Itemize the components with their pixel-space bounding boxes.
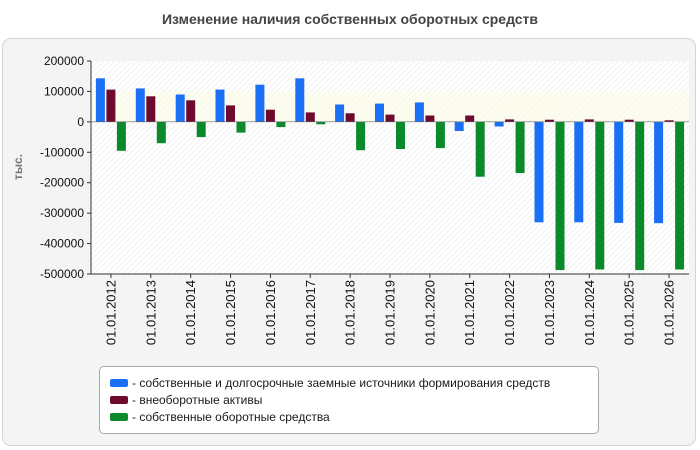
x-tick-label-6: 01.01.2018	[343, 280, 358, 345]
bar-s1-4	[265, 109, 275, 122]
y-tick-label-7: -500000	[40, 267, 84, 281]
x-tick-label-9: 01.01.2021	[462, 280, 477, 345]
bar-s1-6	[345, 113, 355, 122]
bar-s1-13	[624, 119, 634, 122]
bar-s2-8	[435, 121, 445, 149]
bar-s0-6	[335, 104, 345, 122]
y-tick-label-6: -400000	[40, 237, 84, 251]
bar-s2-1	[156, 121, 166, 144]
bar-s2-9	[475, 121, 485, 177]
bar-s0-0	[95, 78, 105, 122]
bar-s1-2	[186, 100, 196, 122]
bar-s0-8	[414, 102, 424, 122]
bar-s0-10	[494, 121, 504, 127]
bar-s1-9	[465, 115, 475, 122]
chart-title: Изменение наличия собственных оборотных …	[161, 11, 539, 27]
bar-s2-6	[356, 121, 366, 151]
bar-s1-14	[664, 120, 674, 122]
bar-s2-2	[196, 121, 206, 138]
bar-s1-10	[505, 119, 515, 122]
x-tick-label-14: 01.01.2026	[662, 280, 677, 345]
bar-s0-11	[534, 121, 544, 223]
bar-s2-14	[675, 121, 685, 270]
legend-item-0: - собственные и долгосрочные заемные ист…	[110, 375, 550, 391]
bar-s0-3	[215, 89, 225, 122]
bar-s2-11	[555, 121, 565, 271]
bar-s2-13	[635, 121, 645, 271]
bar-s2-5	[316, 121, 326, 125]
bar-s1-7	[385, 114, 395, 122]
bar-s2-10	[515, 121, 525, 173]
bar-s0-14	[654, 121, 664, 224]
bar-s1-12	[584, 119, 594, 122]
y-tick-label-4: -200000	[40, 176, 84, 190]
legend-swatch-2	[110, 413, 128, 421]
bar-s2-12	[595, 121, 605, 270]
bar-s1-8	[425, 115, 435, 122]
bar-s2-4	[276, 121, 286, 128]
bar-s0-4	[255, 84, 265, 122]
x-tick-label-12: 01.01.2024	[582, 280, 597, 345]
x-tick-label-10: 01.01.2022	[502, 280, 517, 345]
bar-s0-1	[135, 88, 145, 122]
x-tick-label-2: 01.01.2014	[183, 280, 198, 345]
bar-s0-7	[375, 103, 384, 122]
legend-label-2: - собственные оборотные средства	[132, 410, 330, 424]
legend-item-1: - внеоборотные активы	[110, 392, 262, 408]
y-tick-label-1: 100000	[44, 84, 84, 98]
x-tick-label-4: 01.01.2016	[263, 280, 278, 345]
bar-s0-5	[295, 78, 305, 122]
legend-swatch-0	[110, 379, 128, 387]
legend-item-2: - собственные оборотные средства	[110, 409, 330, 425]
legend-swatch-1	[110, 396, 128, 404]
y-tick-label-0: 200000	[44, 54, 84, 68]
x-tick-label-0: 01.01.2012	[103, 280, 118, 345]
x-tick-label-7: 01.01.2019	[383, 280, 398, 345]
bar-s0-9	[454, 121, 464, 131]
bar-s1-11	[545, 119, 554, 122]
x-tick-label-5: 01.01.2017	[303, 280, 318, 345]
bar-s2-3	[236, 121, 246, 133]
legend-label-0: - собственные и долгосрочные заемные ист…	[132, 376, 551, 390]
bar-s1-5	[305, 112, 315, 122]
bar-s0-13	[614, 121, 624, 223]
bar-s2-7	[396, 121, 405, 149]
bar-s2-0	[116, 121, 126, 151]
bar-s1-1	[146, 96, 156, 122]
y-tick-label-2: 0	[77, 115, 84, 129]
x-tick-label-3: 01.01.2015	[223, 280, 238, 345]
y-tick-label-5: -300000	[40, 206, 84, 220]
y-tick-label-3: -100000	[40, 145, 84, 159]
x-tick-label-8: 01.01.2020	[422, 280, 437, 345]
bar-s0-2	[175, 94, 185, 122]
x-tick-label-13: 01.01.2025	[622, 280, 637, 345]
x-tick-label-11: 01.01.2023	[542, 280, 557, 345]
chart-legend: - собственные и долгосрочные заемные ист…	[99, 366, 599, 434]
bar-s1-0	[106, 89, 116, 122]
y-axis-label: тыс.	[11, 154, 25, 180]
bar-s1-3	[226, 105, 235, 122]
x-tick-label-1: 01.01.2013	[143, 280, 158, 345]
bar-s0-12	[574, 121, 584, 223]
legend-label-1: - внеоборотные активы	[132, 393, 263, 407]
